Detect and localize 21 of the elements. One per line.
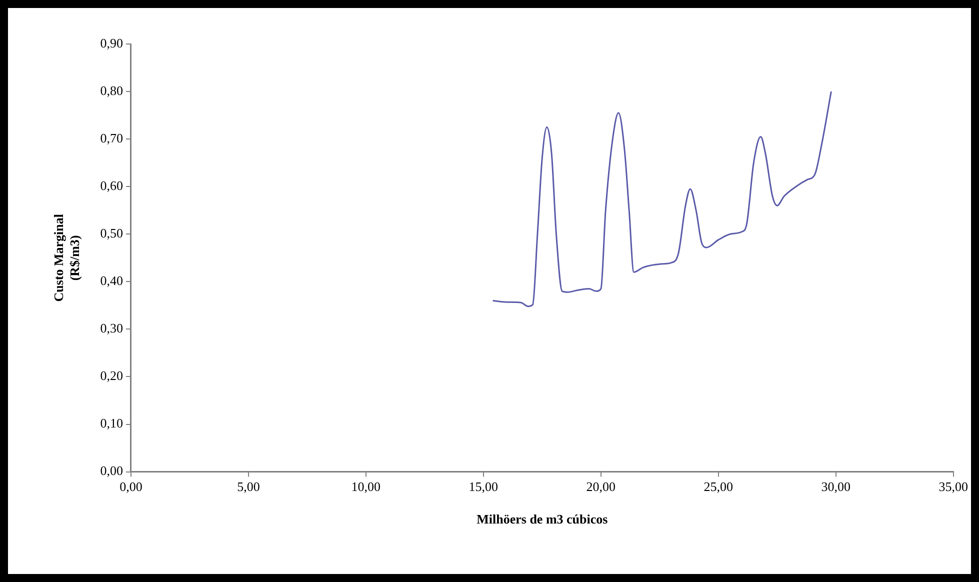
x-tick-label: 35,00	[938, 479, 968, 494]
y-tick-label: 0,40	[100, 273, 123, 288]
y-tick-label: 0,60	[100, 178, 123, 194]
x-tick-label: 20,00	[586, 479, 616, 494]
y-tick-label: 0,20	[100, 368, 123, 384]
x-tick-label: 5,00	[237, 479, 260, 494]
y-tick-label: 0,70	[100, 130, 123, 146]
x-tick-label: 10,00	[351, 479, 381, 494]
y-tick-label: 0,10	[100, 416, 123, 431]
y-tick-label: 0,00	[100, 463, 123, 478]
y-tick-label: 0,90	[100, 35, 123, 50]
y-tick-label: 0,80	[100, 82, 123, 98]
x-axis-title: Milhöers de m3 cúbicos	[476, 512, 608, 527]
y-axis-title: Custo Marginal (R$/m3)	[51, 214, 82, 302]
x-tick-label: 15,00	[468, 479, 498, 494]
x-tick-label: 0,00	[120, 479, 142, 494]
y-tick-label: 0,30	[100, 320, 123, 336]
line-series	[492, 90, 832, 308]
x-tick-label: 30,00	[821, 479, 851, 494]
y-tick-label: 0,50	[100, 226, 123, 241]
x-tick-label: 25,00	[704, 479, 734, 494]
